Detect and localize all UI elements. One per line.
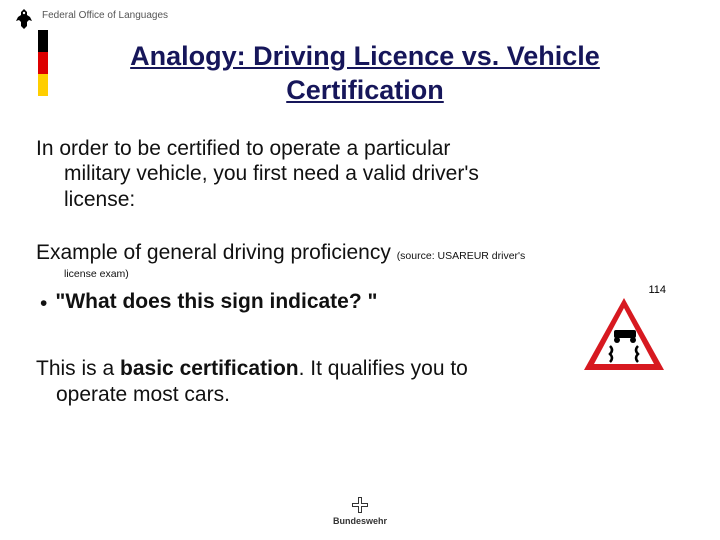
flag-red — [38, 52, 48, 74]
closing-line2: operate most cars. — [36, 382, 230, 408]
federal-eagle-icon — [14, 8, 34, 30]
title-line-2: Certification — [286, 75, 444, 105]
title-line-1: Analogy: Driving Licence vs. Vehicle — [130, 41, 600, 71]
para1-line1: In order to be certified to operate a pa… — [36, 137, 450, 160]
german-flag-stripe — [38, 30, 48, 96]
bullet-marker: • — [40, 289, 47, 317]
slide-title: Analogy: Driving Licence vs. Vehicle Cer… — [0, 30, 720, 108]
intro-paragraph: In order to be certified to operate a pa… — [36, 136, 684, 213]
flag-black — [38, 30, 48, 52]
example-main-text: Example of general driving proficiency — [36, 241, 397, 264]
agency-name: Federal Office of Languages — [42, 8, 168, 21]
para1-line3: license: — [36, 188, 135, 211]
slippery-road-sign-icon — [580, 296, 668, 374]
example-source-inline: (source: USAREUR driver's — [397, 250, 526, 262]
flag-gold — [38, 74, 48, 96]
closing-bold: basic certification — [120, 357, 299, 380]
bullet-text: "What does this sign indicate? " — [55, 289, 377, 315]
footer-logo: Bundeswehr — [333, 496, 387, 526]
closing-part2: . It qualifies you to — [299, 357, 468, 380]
closing-part1: This is a — [36, 357, 120, 380]
sign-number: 114 — [580, 284, 672, 296]
bundeswehr-cross-icon — [351, 496, 369, 514]
traffic-sign: 114 — [580, 284, 672, 374]
example-source-line2: license exam) — [36, 268, 684, 281]
header: Federal Office of Languages — [0, 0, 720, 30]
footer-org: Bundeswehr — [333, 516, 387, 526]
example-heading: Example of general driving proficiency (… — [36, 240, 684, 266]
para1-line2: military vehicle, you first need a valid… — [36, 162, 479, 185]
